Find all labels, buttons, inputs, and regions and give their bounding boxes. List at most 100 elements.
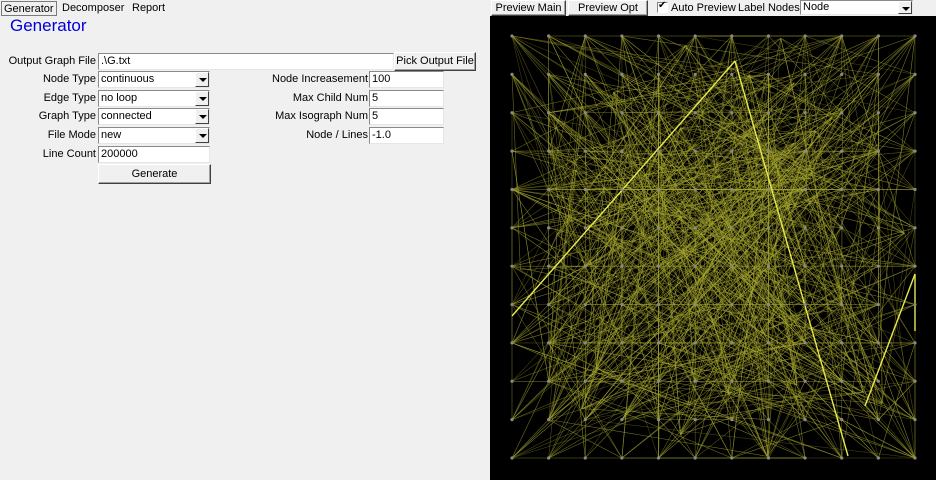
graph-node <box>656 226 661 230</box>
edge-type-value: no loop <box>101 92 138 104</box>
chevron-down-icon[interactable] <box>195 72 209 87</box>
graph-node <box>620 341 624 345</box>
graph-edge <box>585 112 842 459</box>
graph-edge <box>694 38 781 113</box>
graph-edge <box>831 35 879 118</box>
graph-edge <box>548 342 623 459</box>
graph-node <box>620 34 624 38</box>
auto-preview-checkbox[interactable] <box>657 0 668 13</box>
graph-edge <box>548 112 916 459</box>
graph-edge <box>627 154 916 229</box>
graph-edge <box>511 251 693 344</box>
graph-node <box>913 187 917 192</box>
graph-node <box>840 226 844 230</box>
node-lines-field[interactable]: -1.0 <box>369 127 444 144</box>
file-mode-label: File Mode <box>47 129 96 141</box>
graph-edge <box>694 74 769 420</box>
chevron-down-icon[interactable] <box>195 91 209 106</box>
graph-edge <box>621 342 696 382</box>
tab-decomposer[interactable]: Decomposer <box>62 2 125 14</box>
graph-node <box>803 149 807 153</box>
graph-node <box>913 264 917 268</box>
graph-edge <box>749 74 798 386</box>
label-nodes-select[interactable]: Node <box>800 0 913 15</box>
graph-edge <box>694 35 791 205</box>
tab-report[interactable]: Report <box>132 2 166 14</box>
auto-preview-label: Auto Preview <box>671 2 736 14</box>
graph-edge <box>548 204 791 305</box>
node-increasement-field[interactable]: 100 <box>369 71 444 88</box>
graph-edge <box>621 74 879 420</box>
graph-type-select[interactable]: connected <box>98 108 210 125</box>
graph-preview[interactable] <box>490 16 936 480</box>
edge-type-select[interactable]: no loop <box>98 90 210 107</box>
graph-edge <box>727 392 842 420</box>
node-type-value: continuous <box>101 73 155 85</box>
graph-edge <box>658 227 916 267</box>
graph-edge <box>511 74 694 252</box>
graph-node <box>693 226 697 230</box>
chevron-down-icon[interactable] <box>195 109 209 124</box>
graph-node <box>730 456 734 460</box>
graph-edge <box>692 112 733 252</box>
graph-edge <box>585 35 842 114</box>
graph-edge <box>511 74 733 344</box>
graph-edge <box>548 35 586 190</box>
graph-node <box>840 456 844 460</box>
graph-edge <box>658 304 696 420</box>
tab-generator[interactable]: Generator <box>1 1 57 16</box>
graph-node <box>913 302 917 307</box>
graph-node <box>656 341 661 345</box>
graph-edge <box>685 45 836 239</box>
graph-edge <box>621 45 686 113</box>
file-mode-select[interactable]: new <box>98 127 210 144</box>
max-child-num-field[interactable]: 5 <box>369 90 444 107</box>
graph-node <box>656 34 661 38</box>
graph-node <box>693 302 697 307</box>
chevron-down-icon[interactable] <box>898 1 912 14</box>
graph-edge <box>694 189 733 420</box>
graph-edge <box>556 35 696 235</box>
graph-edge <box>585 74 659 113</box>
preview-main-button[interactable]: Preview Main <box>491 0 566 16</box>
graph-edge <box>621 35 879 75</box>
graph-edge <box>585 112 769 344</box>
graph-edge <box>621 391 864 420</box>
graph-node <box>840 111 844 115</box>
graph-node <box>803 264 807 268</box>
graph-edge <box>749 74 843 344</box>
graph-edge <box>835 238 916 459</box>
graph-edge <box>584 112 623 228</box>
graph-edge <box>556 234 842 420</box>
generate-button[interactable]: Generate <box>98 164 211 184</box>
graph-edge <box>658 127 681 228</box>
graph-edge <box>793 35 843 144</box>
graph-edge <box>585 164 777 344</box>
graph-edge <box>613 91 879 382</box>
graph-edge <box>511 419 586 459</box>
graph-edge <box>575 169 659 190</box>
graph-edge <box>548 35 586 152</box>
chevron-down-icon[interactable] <box>195 128 209 143</box>
graph-edge-highlight <box>511 60 736 317</box>
graph-edge <box>680 127 696 420</box>
graph-edge <box>680 127 806 382</box>
file-mode-value: new <box>101 129 122 141</box>
pick-output-file-button[interactable]: Pick Output File <box>394 52 476 71</box>
preview-opt-button[interactable]: Preview Opt <box>568 0 648 16</box>
graph-edge <box>878 381 916 420</box>
line-count-field[interactable]: 200000 <box>98 146 210 163</box>
node-type-select[interactable]: continuous <box>98 71 210 88</box>
graph-node <box>547 456 551 460</box>
graph-node <box>656 187 661 192</box>
graph-edge <box>548 74 769 114</box>
max-isograph-num-field[interactable]: 5 <box>369 108 444 125</box>
graph-node <box>656 72 661 76</box>
graph-node <box>583 149 587 153</box>
graph-edge <box>556 112 659 235</box>
graph-edge <box>658 35 916 152</box>
output-file-field[interactable]: .\G.txt <box>98 53 394 70</box>
graph-node <box>620 302 624 307</box>
graph-edge <box>511 35 558 235</box>
output-file-label: Output Graph File <box>8 55 96 67</box>
